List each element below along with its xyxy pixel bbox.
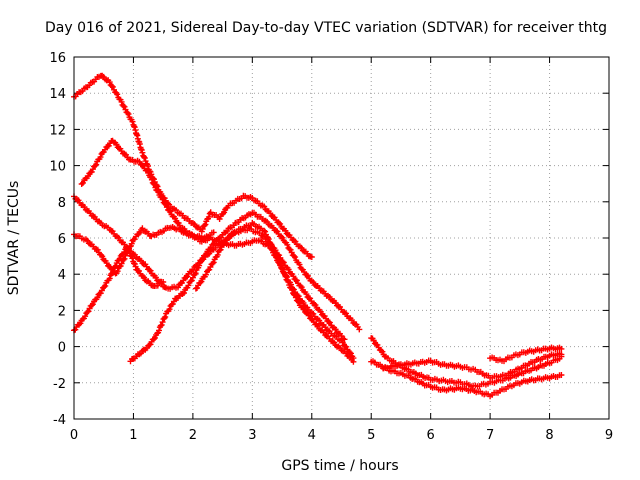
x-axis-label: GPS time / hours [281, 458, 398, 474]
y-tick-label: 14 [49, 87, 66, 102]
series-track-2 [78, 137, 357, 362]
x-tick-label: 1 [129, 428, 137, 443]
y-tick-label: -2 [53, 377, 66, 392]
y-tick-label: 10 [49, 160, 66, 175]
data-point-markers [127, 209, 363, 365]
x-tick-label: 2 [189, 428, 197, 443]
x-tick-label: 3 [248, 428, 256, 443]
y-tick-label: 16 [49, 51, 66, 66]
data-point-markers [487, 344, 565, 365]
series-track-6 [127, 209, 363, 365]
data-point-markers [368, 358, 565, 400]
y-tick-label: -4 [53, 413, 66, 428]
x-tick-label: 7 [486, 428, 494, 443]
x-tick-label: 9 [605, 428, 613, 443]
plot-area [71, 72, 565, 400]
x-tick-label: 4 [308, 428, 316, 443]
y-axis-label: SDTVAR / TECUs [6, 181, 22, 296]
plot-frame [73, 56, 610, 420]
y-tick-label: 12 [49, 123, 66, 138]
data-point-markers [71, 244, 167, 334]
x-tick-label: 0 [70, 428, 78, 443]
series-track-11 [487, 344, 565, 365]
y-tick-label: 4 [58, 268, 66, 283]
data-point-markers [78, 137, 357, 362]
y-tick-label: 0 [58, 341, 66, 356]
series-track-9 [368, 358, 565, 400]
x-tick-label: 6 [427, 428, 435, 443]
y-tick-label: 2 [58, 304, 66, 319]
chart-title: Day 016 of 2021, Sidereal Day-to-day VTE… [45, 20, 607, 36]
x-tick-label: 8 [545, 428, 553, 443]
data-point-markers [380, 350, 565, 381]
series-track-5 [71, 244, 167, 334]
series-track-10 [380, 350, 565, 381]
y-tick-label: 6 [58, 232, 66, 247]
series-track-7 [192, 219, 357, 365]
x-tick-label: 5 [367, 428, 375, 443]
y-tick-label: 8 [58, 196, 66, 211]
data-point-markers [192, 219, 357, 365]
